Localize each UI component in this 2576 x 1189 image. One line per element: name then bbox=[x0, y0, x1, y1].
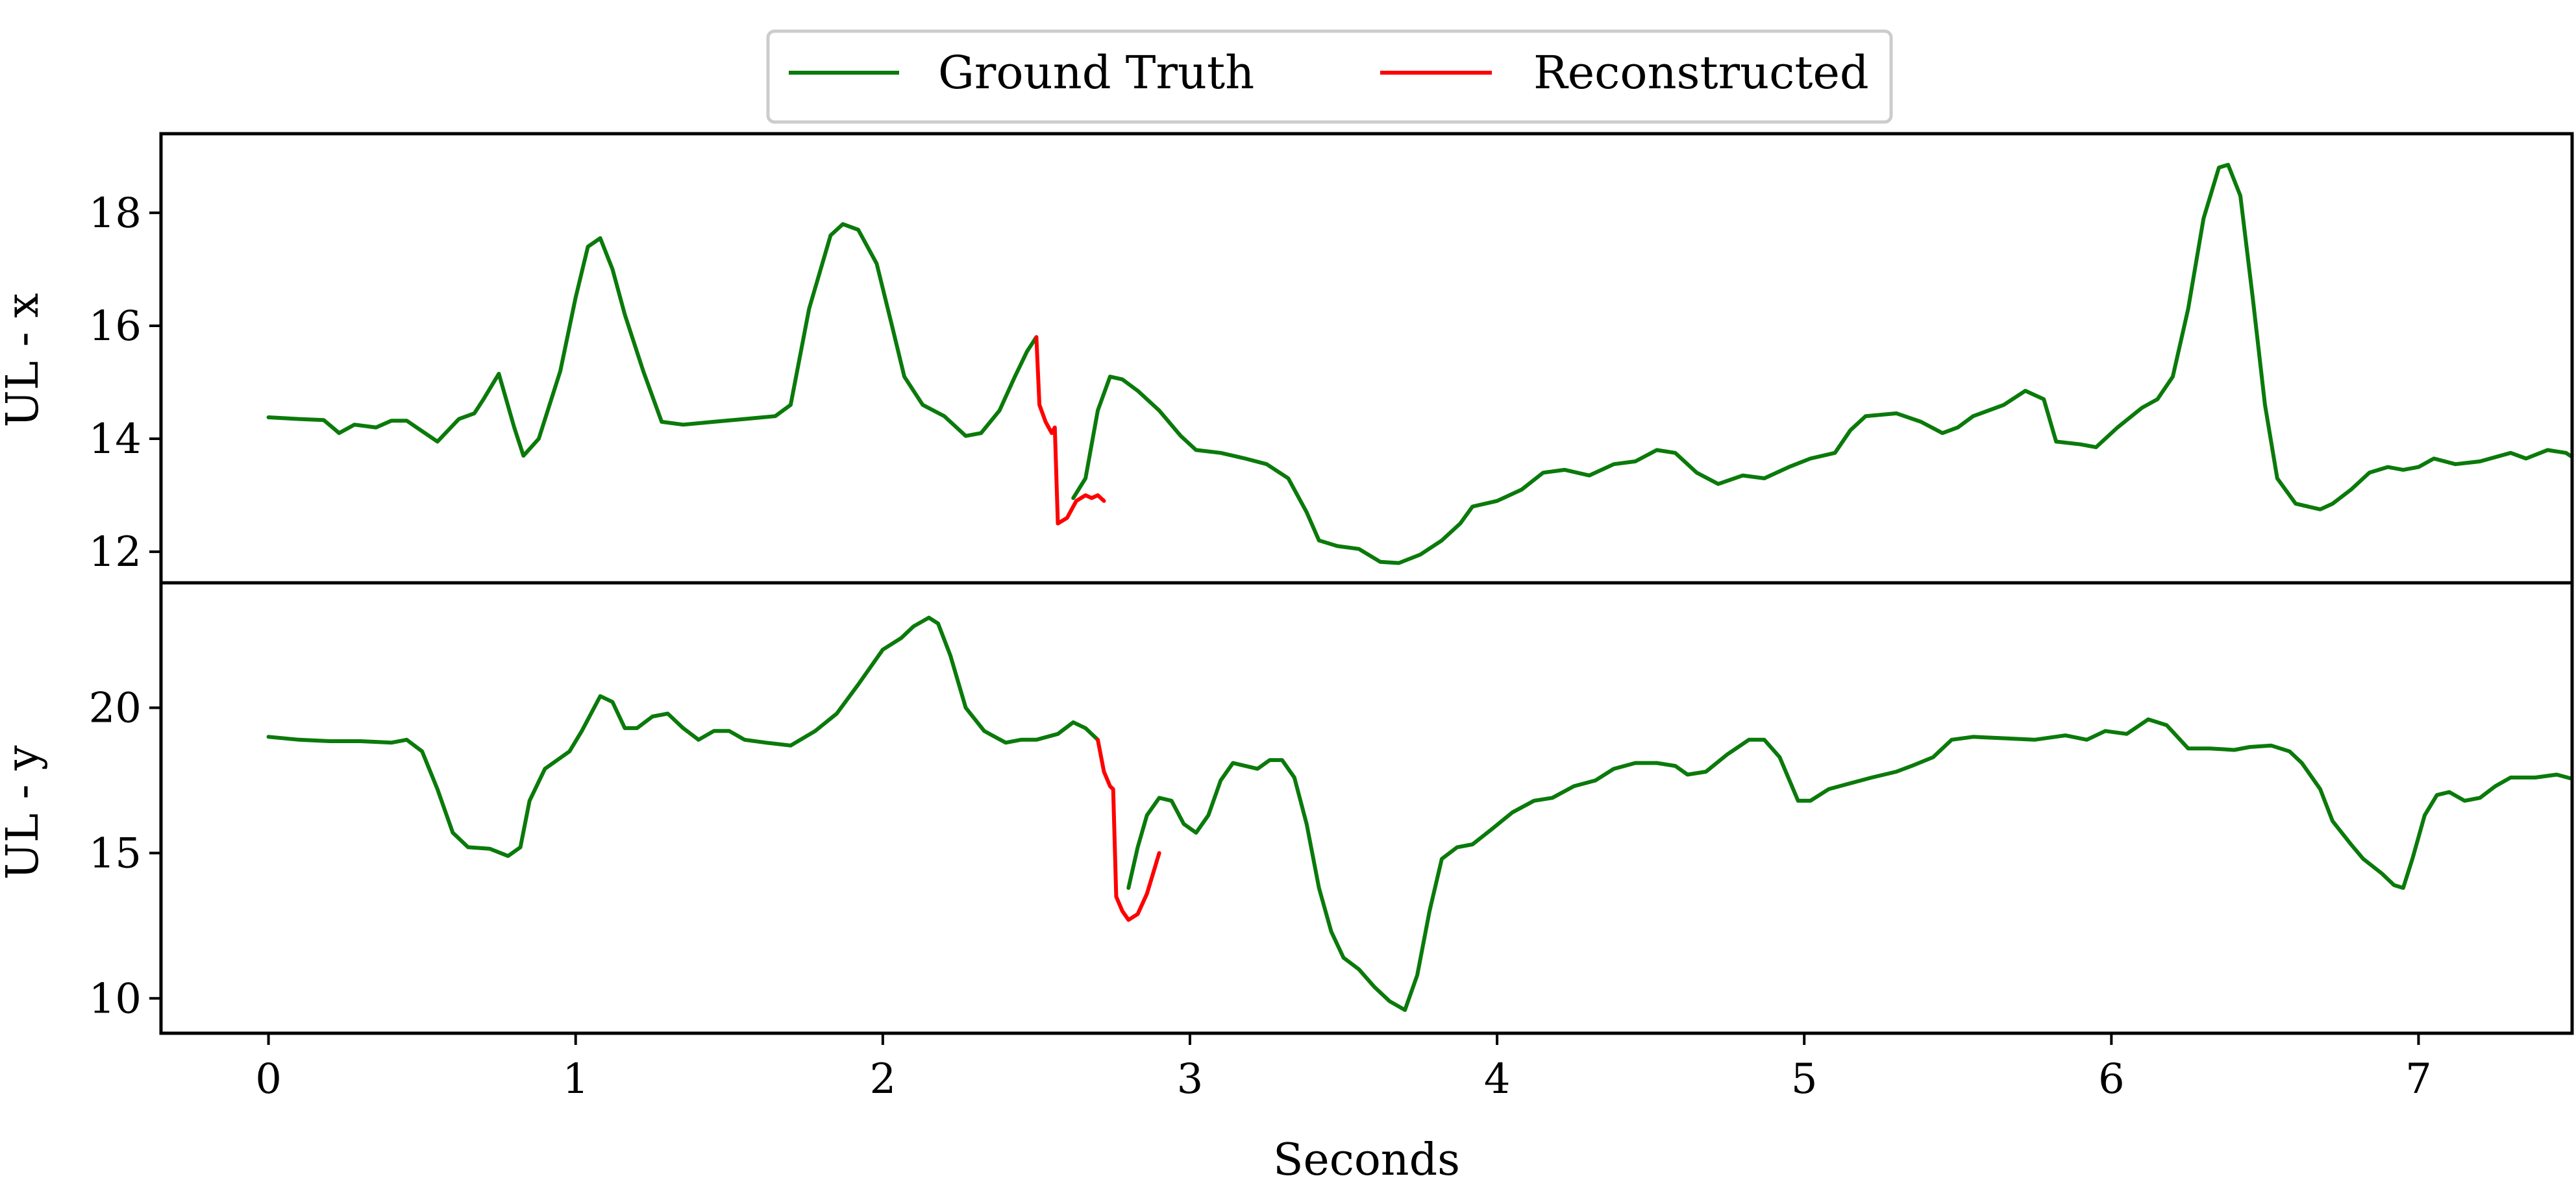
legend-frame bbox=[766, 29, 1893, 124]
y-tick-label-1-15: 15 bbox=[89, 829, 142, 877]
series-line-ground-truth-panel1-seg1 bbox=[1126, 717, 2572, 1012]
y-axis-label-top: UL - x bbox=[0, 293, 49, 427]
series-line-reconstructed-panel0-seg0 bbox=[1034, 335, 1106, 526]
y-tick-label-0-16: 16 bbox=[89, 302, 142, 350]
legend-label-ground-truth: Ground Truth bbox=[938, 46, 1254, 99]
x-axis-label: Seconds bbox=[1273, 1134, 1460, 1186]
legend: Ground Truth Reconstructed bbox=[766, 29, 1893, 124]
x-tick-label-2: 2 bbox=[869, 1055, 896, 1103]
x-tick-label-7: 7 bbox=[2405, 1055, 2432, 1103]
series-line-ground-truth-panel0-seg1 bbox=[1071, 162, 2572, 565]
x-tick-label-3: 3 bbox=[1177, 1055, 1204, 1103]
y-tick-label-1-10: 10 bbox=[89, 975, 142, 1023]
series-line-ground-truth-panel0-seg0 bbox=[266, 222, 1039, 458]
series-line-ground-truth-panel1-seg0 bbox=[266, 615, 1100, 858]
x-tick-label-0: 0 bbox=[255, 1055, 282, 1103]
x-tick-label-5: 5 bbox=[1791, 1055, 1818, 1103]
legend-label-reconstructed: Reconstructed bbox=[1533, 46, 1869, 99]
y-tick-label-1-20: 20 bbox=[89, 685, 142, 733]
x-tick-label-6: 6 bbox=[2098, 1055, 2125, 1103]
plot-frame-1 bbox=[159, 581, 2574, 1035]
y-tick-label-0-12: 12 bbox=[89, 528, 142, 576]
x-axis: 0 1 2 3 4 5 6 7 bbox=[255, 1033, 2432, 1103]
series-line-reconstructed-panel1-seg0 bbox=[1096, 737, 1161, 922]
x-tick-label-4: 4 bbox=[1484, 1055, 1511, 1103]
x-tick-label-1: 1 bbox=[562, 1055, 589, 1103]
panel-ul-y: 10 15 20 bbox=[89, 581, 2574, 1035]
y-axis-label-bottom: UL - y bbox=[0, 745, 49, 880]
y-tick-label-0-18: 18 bbox=[89, 190, 142, 238]
y-tick-label-0-14: 14 bbox=[89, 415, 142, 463]
panel-ul-x: 12 14 16 18 bbox=[89, 132, 2574, 585]
